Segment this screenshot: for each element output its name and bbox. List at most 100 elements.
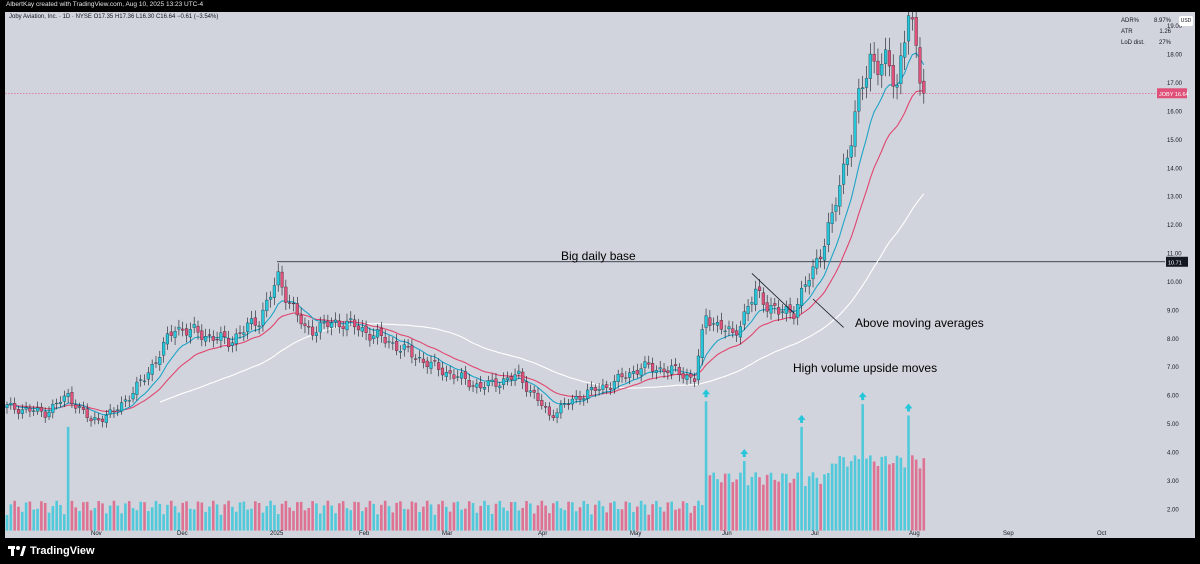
candle-body[interactable] — [311, 326, 315, 336]
candle-body[interactable] — [494, 378, 498, 387]
candle-body[interactable] — [227, 337, 231, 348]
candle-body[interactable] — [230, 342, 234, 346]
plot-area[interactable]: Big daily base Above moving averages High … — [5, 12, 1195, 538]
candle-body[interactable] — [822, 246, 827, 261]
candle-body[interactable] — [704, 315, 708, 328]
candle-body[interactable] — [647, 362, 651, 365]
candle-body[interactable] — [582, 398, 586, 400]
candle-body[interactable] — [589, 387, 594, 391]
candle-body[interactable] — [81, 407, 85, 410]
candle-body[interactable] — [93, 417, 97, 421]
candle-body[interactable] — [333, 319, 338, 323]
candle-body[interactable] — [326, 321, 330, 327]
candle-body[interactable] — [513, 374, 517, 381]
candle-body[interactable] — [536, 392, 540, 401]
candle-body[interactable] — [448, 370, 452, 374]
candle-body[interactable] — [624, 377, 628, 379]
candle-body[interactable] — [47, 411, 51, 418]
candle-body[interactable] — [142, 380, 147, 382]
candle-body[interactable] — [719, 320, 723, 330]
candle-body[interactable] — [910, 17, 914, 20]
candle-body[interactable] — [715, 322, 720, 326]
candle-body[interactable] — [433, 360, 437, 362]
candle-body[interactable] — [295, 303, 299, 316]
candle-body[interactable] — [673, 364, 678, 367]
candle-body[interactable] — [864, 78, 869, 88]
candle-body[interactable] — [177, 326, 181, 330]
candle-body[interactable] — [807, 280, 811, 287]
candle-body[interactable] — [842, 163, 846, 185]
candle-body[interactable] — [444, 372, 448, 377]
candle-body[interactable] — [654, 370, 658, 373]
candle-body[interactable] — [834, 205, 838, 212]
candle-body[interactable] — [628, 372, 632, 378]
candle-body[interactable] — [746, 306, 750, 315]
candle-body[interactable] — [414, 358, 418, 360]
candle-body[interactable] — [490, 379, 494, 382]
candle-body[interactable] — [192, 324, 196, 328]
candle-body[interactable] — [524, 381, 529, 392]
candle-body[interactable] — [777, 307, 781, 315]
candle-body[interactable] — [265, 299, 269, 311]
candle-body[interactable] — [696, 355, 700, 381]
candle-body[interactable] — [387, 341, 391, 343]
candle-body[interactable] — [570, 398, 574, 405]
candle-body[interactable] — [505, 377, 509, 381]
candle-body[interactable] — [509, 376, 513, 380]
candle-body[interactable] — [78, 406, 82, 408]
candle-body[interactable] — [395, 340, 399, 351]
candle-body[interactable] — [116, 409, 120, 411]
candle-body[interactable] — [670, 365, 674, 375]
candle-body[interactable] — [39, 406, 43, 412]
candle-body[interactable] — [532, 389, 536, 393]
candle-body[interactable] — [903, 42, 907, 58]
candle-body[interactable] — [918, 47, 922, 84]
candle-body[interactable] — [574, 396, 578, 400]
candle-body[interactable] — [51, 404, 55, 413]
candle-body[interactable] — [139, 379, 143, 381]
candle-body[interactable] — [693, 378, 697, 382]
candle-body[interactable] — [356, 325, 360, 331]
candle-body[interactable] — [700, 329, 704, 359]
candle-body[interactable] — [253, 317, 257, 326]
candle-body[interactable] — [563, 403, 567, 405]
candle-body[interactable] — [207, 334, 212, 336]
candle-body[interactable] — [845, 157, 849, 166]
candle-body[interactable] — [437, 362, 441, 370]
candle-body[interactable] — [593, 387, 597, 391]
candle-body[interactable] — [872, 53, 876, 62]
candle-body[interactable] — [544, 406, 548, 408]
candle-body[interactable] — [345, 320, 349, 331]
candle-body[interactable] — [135, 381, 139, 395]
candle-body[interactable] — [184, 328, 189, 336]
candle-body[interactable] — [89, 418, 93, 422]
candle-body[interactable] — [284, 286, 288, 303]
candle-body[interactable] — [249, 318, 254, 325]
candle-body[interactable] — [112, 410, 116, 413]
candle-body[interactable] — [616, 374, 620, 383]
candle-body[interactable] — [36, 407, 40, 412]
candle-body[interactable] — [269, 296, 273, 300]
candle-body[interactable] — [631, 371, 636, 374]
candle-body[interactable] — [811, 266, 815, 280]
candle-body[interactable] — [360, 327, 364, 332]
candle-body[interactable] — [452, 374, 456, 379]
candle-body[interactable] — [5, 404, 9, 408]
candle-body[interactable] — [609, 387, 613, 390]
candle-body[interactable] — [165, 333, 169, 345]
candle-body[interactable] — [16, 409, 21, 414]
candle-body[interactable] — [486, 380, 490, 387]
candle-body[interactable] — [540, 400, 544, 406]
candle-body[interactable] — [353, 319, 357, 328]
candle-body[interactable] — [364, 325, 368, 333]
candle-body[interactable] — [750, 302, 754, 305]
candle-body[interactable] — [803, 284, 807, 287]
candle-body[interactable] — [9, 402, 13, 405]
candle-body[interactable] — [906, 15, 911, 42]
candle-body[interactable] — [517, 370, 521, 374]
candle-body[interactable] — [773, 303, 777, 306]
candle-body[interactable] — [456, 376, 460, 378]
candle-body[interactable] — [727, 326, 731, 330]
candle-body[interactable] — [723, 330, 727, 332]
candle-body[interactable] — [502, 378, 506, 385]
